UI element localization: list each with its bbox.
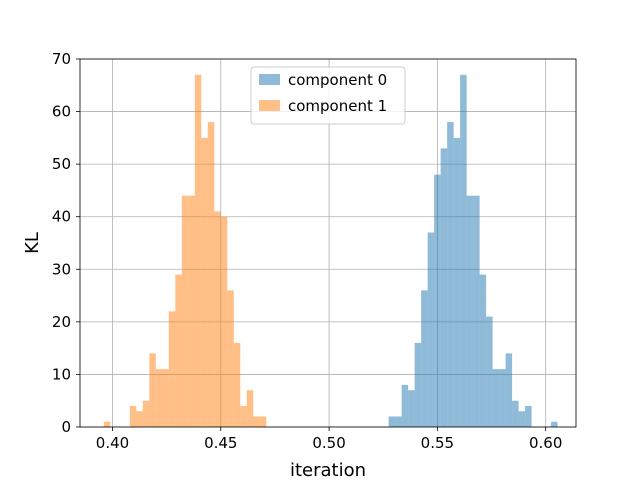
bar-series-0-bin-0 (388, 416, 396, 427)
bar-series-0-bin-3 (408, 390, 415, 427)
y-tick-label-2: 20 (52, 313, 71, 331)
bar-series-1-bin-10 (168, 311, 176, 427)
x-tick-label-3: 0.55 (421, 434, 454, 452)
bar-series-1-bin-12 (181, 195, 189, 427)
bar-series-1-bin-14 (194, 74, 202, 428)
legend-label-0: component 0 (288, 71, 387, 89)
bar-series-1-bin-15 (201, 137, 208, 427)
legend: component 0 component 1 (250, 66, 406, 125)
bar-series-0-bin-8 (440, 148, 448, 427)
bar-series-0-bin-5 (421, 290, 428, 427)
y-tick-label-1: 10 (52, 365, 71, 383)
legend-box (250, 66, 406, 125)
bar-series-1-bin-16 (207, 122, 215, 427)
x-tick-label-4: 0.60 (529, 434, 562, 452)
x-tick-label-1: 0.45 (204, 434, 237, 452)
bar-series-1-bin-23 (253, 416, 260, 427)
bar-series-1-bin-4 (129, 405, 137, 427)
y-axis-label: KL (22, 232, 43, 254)
bar-series-1-bin-7 (149, 353, 156, 427)
bar-series-1-bin-8 (155, 369, 163, 427)
y-tick-label-5: 50 (52, 155, 71, 173)
plot-frame (79, 58, 577, 428)
bar-series-0-bin-13 (473, 195, 480, 427)
bar-series-0-bin-15 (486, 316, 493, 427)
bar-series-0-bin-19 (512, 400, 519, 427)
bar-series-0-bin-20 (518, 411, 526, 427)
legend-swatch-0 (259, 74, 280, 85)
bar-series-1-bin-21 (240, 405, 247, 427)
bar-series-1-bin-19 (227, 290, 234, 427)
bar-series-1-bin-11 (175, 274, 182, 427)
bar-series-1-bin-5 (136, 411, 143, 427)
bar-series-1-bin-24 (259, 416, 267, 427)
x-tick-label-2: 0.50 (312, 434, 345, 452)
legend-swatch-1 (259, 100, 280, 111)
y-tick-label-3: 30 (52, 260, 71, 278)
bar-series-0-bin-14 (479, 274, 487, 427)
y-tick-label-6: 60 (52, 103, 71, 121)
bar-series-0-bin-9 (447, 122, 454, 427)
bar-series-0-bin-1 (395, 416, 402, 427)
bar-series-0-bin-25 (551, 421, 558, 427)
x-tick-label-0: 0.40 (96, 434, 129, 452)
bar-series-1-bin-9 (162, 369, 169, 427)
bar-series-1-bin-13 (188, 195, 195, 427)
x-axis-label: iteration (290, 460, 366, 480)
bar-series-0-bin-7 (434, 174, 441, 427)
legend-label-1: component 1 (288, 97, 387, 115)
bar-series-0-bin-6 (427, 232, 435, 427)
bar-series-1-bin-20 (233, 342, 241, 427)
bar-series-0-bin-11 (460, 74, 467, 428)
y-tick-label-7: 70 (52, 50, 71, 68)
bar-series-0-bin-10 (453, 137, 461, 427)
y-tick-label-4: 40 (52, 208, 71, 226)
bar-series-0-bin-16 (492, 369, 500, 427)
bar-series-0-bin-12 (466, 195, 474, 427)
bar-series-0-bin-4 (414, 342, 422, 427)
bar-series-0-bin-21 (525, 405, 532, 427)
bar-series-0-bin-18 (505, 353, 513, 427)
bar-series-0-bin-2 (401, 384, 409, 427)
bar-series-1-bin-22 (246, 390, 254, 427)
axis-ticks: 0.40 0.45 0.50 0.55 0.60 0 10 20 30 40 50 60 70 (52, 50, 562, 452)
bar-series-1-bin-18 (220, 216, 228, 427)
y-tick-label-0: 0 (61, 418, 71, 436)
bar-series-1-bin-17 (214, 211, 221, 427)
histogram-bars (103, 74, 558, 428)
bar-series-1-bin-0 (103, 421, 111, 427)
bar-series-1-bin-6 (142, 400, 150, 427)
bar-series-0-bin-17 (499, 369, 506, 427)
